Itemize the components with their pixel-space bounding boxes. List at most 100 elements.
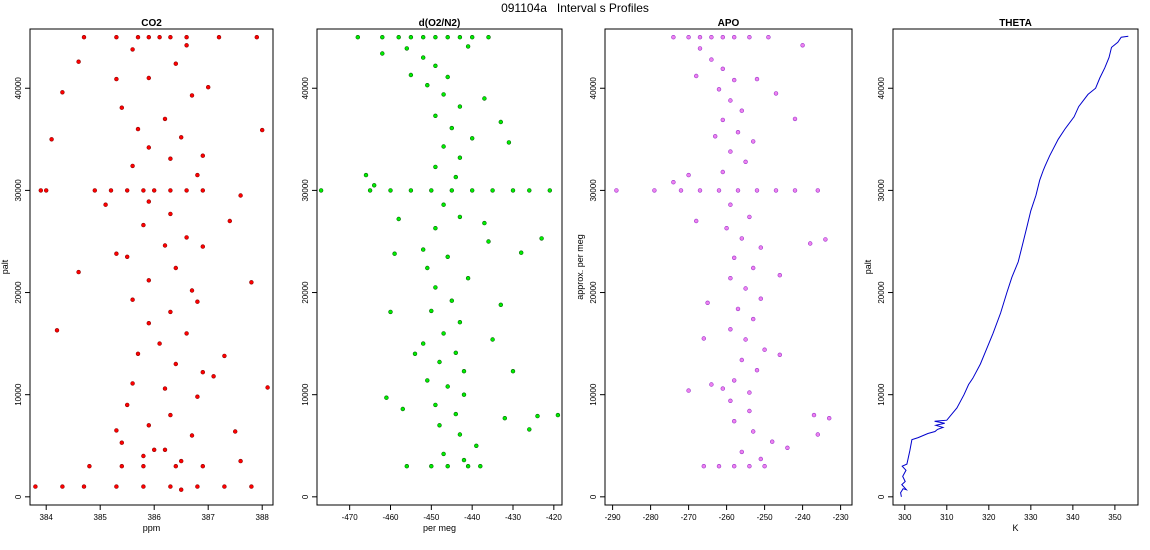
apo-data-point xyxy=(773,91,779,96)
co2-data-point xyxy=(179,135,184,140)
d-o2-n2-data-point xyxy=(457,155,463,160)
apo-data-point xyxy=(758,296,763,301)
co2-data-point xyxy=(184,34,189,40)
co2-data-point xyxy=(168,484,173,489)
d-o2-n2-data-point xyxy=(461,457,467,463)
apo-data-point xyxy=(731,378,737,383)
d-o2-n2-data-point xyxy=(486,34,491,40)
co2-data-point xyxy=(60,484,65,489)
co2-data-point xyxy=(119,440,125,445)
apo-data-point xyxy=(739,357,744,363)
co2-data-point xyxy=(168,211,173,217)
d-o2-n2-data-point xyxy=(445,464,450,469)
co2-data-point xyxy=(49,137,54,142)
co2-data-point xyxy=(200,188,206,193)
d-o2-n2-y-tick-label: 10000 xyxy=(301,383,310,406)
d-o2-n2-plot-frame xyxy=(316,28,563,506)
apo-y-tick-label: 20000 xyxy=(589,281,598,304)
apo-data-point xyxy=(731,464,737,469)
d-o2-n2-data-point xyxy=(429,188,434,193)
apo-y-axis-label: approx. per meg xyxy=(575,234,585,300)
theta-x-tick-label: 300 xyxy=(898,513,912,522)
d-o2-n2-data-point xyxy=(461,392,467,397)
co2-data-point xyxy=(114,484,119,489)
co2-data-point xyxy=(114,34,119,40)
apo-data-point xyxy=(652,188,657,193)
d-o2-n2-data-point xyxy=(441,451,446,457)
apo-data-point xyxy=(743,159,748,165)
d-o2-n2-data-point xyxy=(388,188,393,193)
apo-data-point xyxy=(747,390,752,395)
co2-data-point xyxy=(184,331,189,336)
d-o2-n2-y-tick-label: 30000 xyxy=(301,179,310,202)
co2-panel: CO2 384 385 386 387 388 0 10000 20000 30000 40000 p… xyxy=(0,18,274,533)
d-o2-n2-data-point xyxy=(449,188,454,193)
co2-data-point xyxy=(114,76,119,82)
co2-data-point xyxy=(195,484,200,489)
apo-data-point xyxy=(716,87,722,92)
co2-data-point xyxy=(146,145,152,150)
d-o2-n2-data-point xyxy=(470,188,475,193)
apo-x-tick-label: -260 xyxy=(719,513,736,522)
apo-data-point xyxy=(792,116,798,122)
apo-data-point xyxy=(728,98,733,103)
co2-data-point xyxy=(81,484,87,489)
d-o2-n2-data-point xyxy=(555,412,561,418)
co2-data-point xyxy=(162,386,168,391)
apo-data-point xyxy=(785,445,790,450)
theta-x-tick-label: 330 xyxy=(1024,513,1038,522)
apo-data-point xyxy=(697,46,703,51)
theta-y-axis-label: palt xyxy=(863,259,873,274)
co2-data-point xyxy=(146,34,152,40)
d-o2-n2-data-point xyxy=(380,51,385,56)
co2-data-point xyxy=(33,484,38,489)
apo-data-point xyxy=(731,77,737,83)
apo-plot-frame xyxy=(604,28,853,506)
apo-data-point xyxy=(754,188,760,193)
apo-data-point xyxy=(709,57,714,62)
d-o2-n2-x-tick-label: -470 xyxy=(342,513,359,522)
co2-data-point xyxy=(265,385,270,390)
co2-data-point xyxy=(146,278,152,283)
apo-data-point xyxy=(747,214,752,220)
apo-x-tick-label: -290 xyxy=(605,513,622,522)
d-o2-n2-data-point xyxy=(527,427,532,432)
d-o2-n2-x-tick-label: -430 xyxy=(505,513,522,522)
apo-y-tick-label: 10000 xyxy=(589,383,598,406)
apo-data-point xyxy=(686,34,691,40)
d-o2-n2-data-point xyxy=(510,188,516,193)
d-o2-n2-data-point xyxy=(527,188,532,193)
theta-plot-frame xyxy=(892,28,1139,506)
d-o2-n2-data-point xyxy=(408,72,414,78)
apo-data-point xyxy=(735,188,741,193)
d-o2-n2-data-point xyxy=(425,82,430,88)
d-o2-n2-data-point xyxy=(421,55,426,60)
co2-data-point xyxy=(135,126,141,132)
d-o2-n2-data-point xyxy=(441,144,446,149)
apo-y-tick-label: 0 xyxy=(589,494,598,499)
apo-data-point xyxy=(826,416,832,421)
apo-x-tick-label: -270 xyxy=(681,513,698,522)
d-o2-n2-data-point xyxy=(429,308,434,314)
d-o2-n2-data-point xyxy=(408,34,414,40)
co2-data-point xyxy=(141,188,146,193)
d-o2-n2-data-point xyxy=(392,251,397,256)
apo-data-point xyxy=(709,34,714,40)
d-o2-n2-x-tick-label: -420 xyxy=(546,513,563,522)
apo-data-point xyxy=(815,188,820,193)
theta-y-tick-label: 10000 xyxy=(877,383,886,406)
d-o2-n2-data-point xyxy=(412,351,418,356)
d-o2-n2-data-point xyxy=(433,226,438,231)
d-o2-n2-data-point xyxy=(421,34,426,40)
apo-data-point xyxy=(720,169,725,175)
co2-data-point xyxy=(189,93,195,98)
apo-data-point xyxy=(792,188,798,193)
apo-data-point xyxy=(693,218,699,224)
apo-data-point xyxy=(743,337,748,342)
co2-data-point xyxy=(162,116,168,122)
co2-data-point xyxy=(119,464,125,469)
d-o2-n2-data-point xyxy=(535,413,540,419)
d-o2-n2-data-point xyxy=(461,369,467,374)
apo-data-point xyxy=(815,432,820,437)
d-o2-n2-data-point xyxy=(421,341,426,346)
